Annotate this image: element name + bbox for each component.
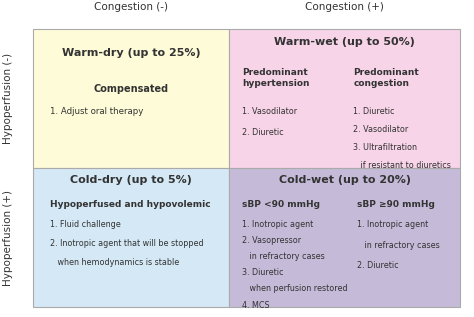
Text: Hypoperfused and hypovolemic: Hypoperfused and hypovolemic <box>50 200 211 209</box>
Text: 1. Fluid challenge: 1. Fluid challenge <box>50 220 121 229</box>
Text: Cold-wet (up to 20%): Cold-wet (up to 20%) <box>279 175 410 185</box>
Text: 2. Diuretic: 2. Diuretic <box>357 262 399 270</box>
Text: 2. Inotropic agent that will be stopped: 2. Inotropic agent that will be stopped <box>50 239 204 248</box>
Text: Congestion (+): Congestion (+) <box>305 2 384 12</box>
Text: 1. Diuretic: 1. Diuretic <box>353 107 395 116</box>
Text: Warm-wet (up to 50%): Warm-wet (up to 50%) <box>274 37 415 47</box>
Bar <box>33 29 229 168</box>
Text: 2. Vasodilator: 2. Vasodilator <box>353 125 409 134</box>
Text: Hypoperfusion (+): Hypoperfusion (+) <box>2 190 13 286</box>
Text: 3. Ultrafiltration: 3. Ultrafiltration <box>353 143 417 152</box>
Text: 1. Inotropic agent: 1. Inotropic agent <box>242 220 313 229</box>
Text: 1. Inotropic agent: 1. Inotropic agent <box>357 220 428 229</box>
Bar <box>229 168 460 307</box>
Text: Hypoperfusion (-): Hypoperfusion (-) <box>2 53 13 144</box>
Text: 1. Vasodilator: 1. Vasodilator <box>242 107 297 116</box>
Text: Predominant
congestion: Predominant congestion <box>353 68 419 88</box>
Text: in refractory cases: in refractory cases <box>242 252 325 261</box>
Text: Compensated: Compensated <box>94 84 169 94</box>
Text: Predominant
hypertension: Predominant hypertension <box>242 68 310 88</box>
Text: 4. MCS: 4. MCS <box>242 301 270 309</box>
Text: in refractory cases: in refractory cases <box>357 241 440 249</box>
Text: when hemodynamics is stable: when hemodynamics is stable <box>50 257 180 267</box>
Text: 1. Adjust oral therapy: 1. Adjust oral therapy <box>50 107 144 116</box>
Text: 2. Vasopressor: 2. Vasopressor <box>242 236 301 245</box>
Text: sBP <90 mmHg: sBP <90 mmHg <box>242 200 320 209</box>
Text: 3. Diuretic: 3. Diuretic <box>242 268 284 277</box>
Text: if resistant to diuretics: if resistant to diuretics <box>353 161 451 170</box>
Text: Warm-dry (up to 25%): Warm-dry (up to 25%) <box>62 48 201 58</box>
Text: Congestion (-): Congestion (-) <box>94 2 168 12</box>
Text: when perfusion restored: when perfusion restored <box>242 284 348 293</box>
Bar <box>229 29 460 168</box>
Text: 2. Diuretic: 2. Diuretic <box>242 127 284 137</box>
Bar <box>33 168 229 307</box>
Text: sBP ≥90 mmHg: sBP ≥90 mmHg <box>357 200 435 209</box>
Text: Cold-dry (up to 5%): Cold-dry (up to 5%) <box>70 175 192 185</box>
